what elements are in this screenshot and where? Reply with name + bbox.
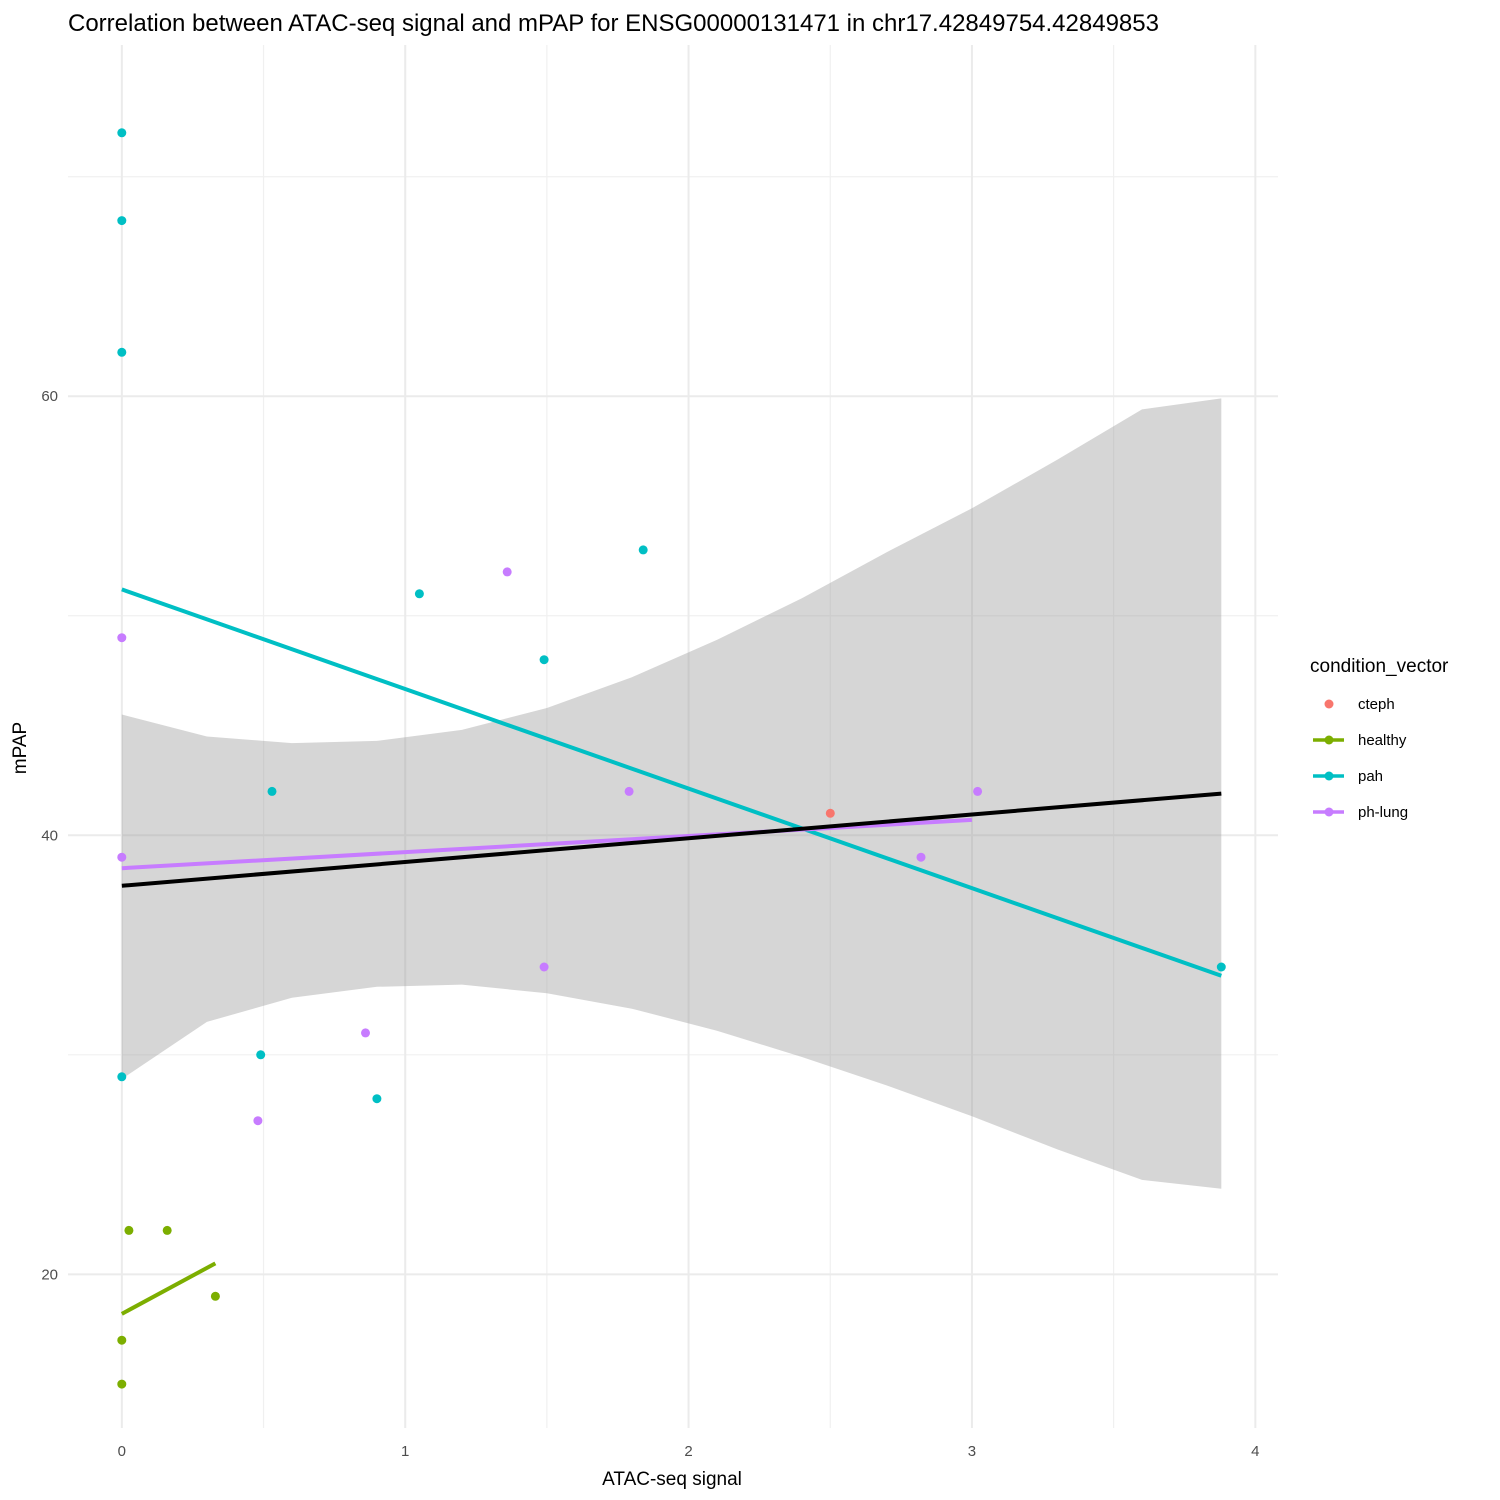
confidence-band-area: [121, 398, 1222, 1189]
data-point-pah: [117, 216, 127, 226]
y-tick-label: 60: [41, 388, 58, 405]
data-point-cteph: [825, 808, 835, 818]
data-point-ph-lung: [973, 786, 983, 796]
data-point-ph-lung: [117, 633, 127, 643]
confidence-band: [121, 398, 1222, 1189]
data-point-healthy: [117, 1379, 127, 1389]
legend-item-healthy: healthy: [1313, 732, 1407, 749]
data-point-ph-lung: [539, 962, 549, 972]
data-point-healthy: [162, 1225, 172, 1235]
data-point-pah: [117, 1072, 127, 1082]
legend-key-point: [1324, 771, 1334, 781]
data-point-ph-lung: [117, 852, 127, 862]
data-point-pah: [372, 1094, 382, 1104]
x-tick-label: 4: [1251, 1443, 1259, 1460]
legend-title: condition_vector: [1310, 656, 1449, 677]
axis-ticks: 0 1 2 3 4 20 40 60: [41, 388, 1259, 1460]
x-tick-label: 3: [968, 1443, 976, 1460]
data-point-healthy: [210, 1291, 220, 1301]
fit-line-pah: [121, 587, 1222, 978]
data-point-ph-lung: [916, 852, 926, 862]
legend-item-pah: pah: [1313, 768, 1383, 785]
data-point-pah: [267, 786, 277, 796]
data-point-ph-lung: [361, 1028, 370, 1038]
legend-label: healthy: [1358, 732, 1407, 749]
data-point-pah: [117, 128, 127, 138]
fit-line-overall: [121, 791, 1222, 888]
data-point-pah: [1216, 962, 1226, 972]
y-axis-title: mPAP: [10, 722, 31, 774]
data-point-healthy: [124, 1225, 134, 1235]
x-tick-label: 2: [684, 1443, 692, 1460]
data-point-pah: [256, 1050, 266, 1060]
data-point-ph-lung: [502, 567, 512, 577]
legend-key-point: [1324, 807, 1334, 817]
legend-label: ph-lung: [1358, 804, 1408, 821]
data-point-pah: [414, 589, 424, 599]
y-tick-label: 20: [41, 1266, 58, 1283]
legend-label: cteph: [1358, 696, 1395, 713]
data-point-ph-lung: [624, 786, 634, 796]
legend-item-cteph: cteph: [1324, 696, 1395, 713]
chart-title: Correlation between ATAC-seq signal and …: [68, 10, 1159, 37]
x-tick-label: 0: [118, 1443, 126, 1460]
data-point-healthy: [117, 1335, 127, 1345]
fit-lines: [120, 587, 1222, 1316]
data-point-ph-lung: [253, 1116, 263, 1126]
legend-label: pah: [1358, 768, 1383, 785]
legend-key-point: [1324, 699, 1334, 709]
x-axis-title: ATAC-seq signal: [602, 1469, 742, 1490]
legend: condition_vector cteph healthy pah ph-lung: [1310, 656, 1449, 821]
data-point-pah: [539, 655, 549, 665]
y-tick-label: 40: [41, 827, 58, 844]
x-tick-label: 1: [401, 1443, 409, 1460]
data-point-pah: [638, 545, 648, 555]
data-point-pah: [117, 347, 127, 357]
legend-key-point: [1324, 735, 1334, 745]
scatter-points: [117, 128, 1226, 1389]
fit-line-healthy: [120, 1261, 217, 1316]
legend-item-ph-lung: ph-lung: [1313, 804, 1408, 821]
